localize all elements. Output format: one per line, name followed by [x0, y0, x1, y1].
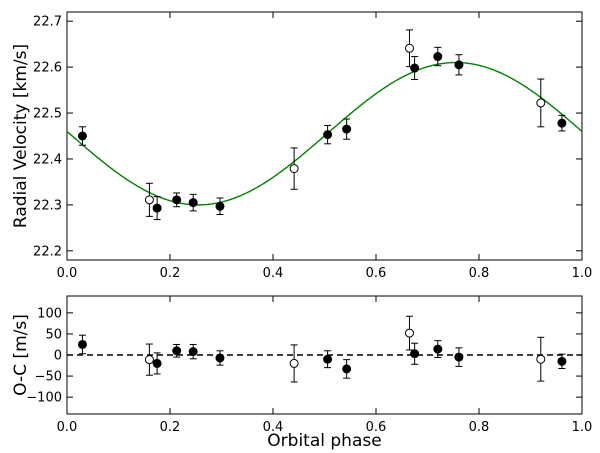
data-point	[454, 347, 464, 367]
y-tick-label: 22.7	[33, 15, 62, 30]
data-point	[433, 340, 443, 359]
y-tick-label: 22.5	[33, 107, 62, 122]
filled-marker	[342, 364, 352, 374]
y-tick-label: 22.2	[33, 244, 62, 259]
open-marker	[144, 355, 154, 365]
data-point	[144, 343, 154, 376]
data-point	[172, 192, 182, 208]
y-tick-label: 100	[37, 306, 62, 321]
open-marker	[404, 43, 414, 53]
filled-marker	[454, 352, 464, 362]
filled-marker	[410, 349, 420, 359]
oc-ticks: 0.0 0.2 0.4 0.6 0.8 1.0 100 50 0 −50 −100	[26, 296, 592, 435]
data-point	[433, 46, 443, 67]
open-marker	[289, 358, 299, 368]
filled-marker	[152, 358, 162, 368]
data-point	[188, 193, 198, 212]
data-point	[172, 343, 182, 358]
filled-marker	[454, 60, 464, 70]
open-marker	[536, 354, 546, 364]
filled-marker	[342, 124, 352, 134]
y-tick-label: 50	[45, 327, 62, 342]
oc-panel-frame	[66, 295, 583, 415]
oc-data-points	[77, 315, 567, 383]
y-tick-label: 22.4	[33, 152, 62, 167]
rv-data-points	[77, 29, 567, 221]
x-tick-label: 0.0	[57, 266, 78, 281]
filled-marker	[433, 344, 443, 354]
filled-marker	[557, 118, 567, 128]
oc-panel: 0.0 0.2 0.4 0.6 0.8 1.0 100 50 0 −50 −100 O-C [m/s…	[11, 295, 592, 451]
data-point	[215, 350, 225, 366]
filled-marker	[215, 353, 225, 363]
data-point	[152, 196, 162, 221]
rv-panel-frame	[66, 11, 583, 261]
filled-marker	[172, 195, 182, 205]
filled-marker	[215, 201, 225, 211]
filled-marker	[152, 203, 162, 213]
x-tick-label: 0.8	[469, 266, 490, 281]
filled-marker	[557, 356, 567, 366]
data-point	[289, 344, 299, 383]
data-point	[323, 124, 333, 145]
x-tick-label: 0.6	[366, 420, 387, 435]
data-point	[188, 343, 198, 360]
open-marker	[289, 164, 299, 174]
y-tick-label: −50	[35, 370, 62, 385]
filled-marker	[172, 346, 182, 356]
x-tick-label: 1.0	[572, 266, 593, 281]
data-point	[342, 118, 352, 140]
data-point	[323, 350, 333, 369]
open-marker	[144, 195, 154, 205]
data-point	[404, 29, 414, 68]
open-marker	[404, 328, 414, 338]
x-tick-label: 0.2	[160, 420, 181, 435]
data-point	[77, 126, 87, 146]
data-point	[454, 54, 464, 76]
x-tick-label: 0.0	[57, 420, 78, 435]
data-point	[536, 78, 546, 128]
data-point	[410, 342, 420, 365]
filled-marker	[188, 198, 198, 208]
filled-marker	[77, 339, 87, 349]
filled-marker	[323, 354, 333, 364]
y-tick-label: 22.6	[33, 61, 62, 76]
x-tick-label: 1.0	[572, 420, 593, 435]
x-axis-label: Orbital phase	[267, 431, 381, 451]
filled-marker	[433, 52, 443, 62]
x-tick-label: 0.4	[263, 420, 284, 435]
x-tick-label: 0.8	[469, 420, 490, 435]
data-point	[152, 352, 162, 375]
data-point	[557, 353, 567, 369]
rv-y-axis-label: Radial Velocity [km/s]	[11, 44, 31, 228]
data-point	[144, 182, 154, 217]
data-point	[536, 336, 546, 382]
filled-marker	[410, 63, 420, 73]
data-point	[289, 147, 299, 190]
y-tick-label: −100	[26, 391, 62, 406]
data-point	[557, 114, 567, 132]
y-tick-label: 0	[54, 349, 62, 364]
x-tick-label: 0.4	[263, 266, 284, 281]
open-marker	[536, 98, 546, 108]
filled-marker	[77, 131, 87, 141]
filled-marker	[188, 347, 198, 357]
data-point	[342, 359, 352, 379]
data-point	[215, 197, 225, 216]
rv-ticks: 0.0 0.2 0.4 0.6 0.8 1.0 22.2 22.3 22.4 22.5 22.6 22…	[33, 12, 592, 281]
x-tick-label: 0.2	[160, 266, 181, 281]
oc-y-axis-label: O-C [m/s]	[11, 314, 31, 396]
data-point	[77, 334, 87, 355]
y-tick-label: 22.3	[33, 198, 62, 213]
x-tick-label: 0.6	[366, 266, 387, 281]
filled-marker	[323, 130, 333, 140]
data-point	[404, 315, 414, 351]
rv-panel: 0.0 0.2 0.4 0.6 0.8 1.0 22.2 22.3 22.4 22.5 22.6 22…	[11, 11, 592, 281]
data-point	[410, 56, 420, 81]
